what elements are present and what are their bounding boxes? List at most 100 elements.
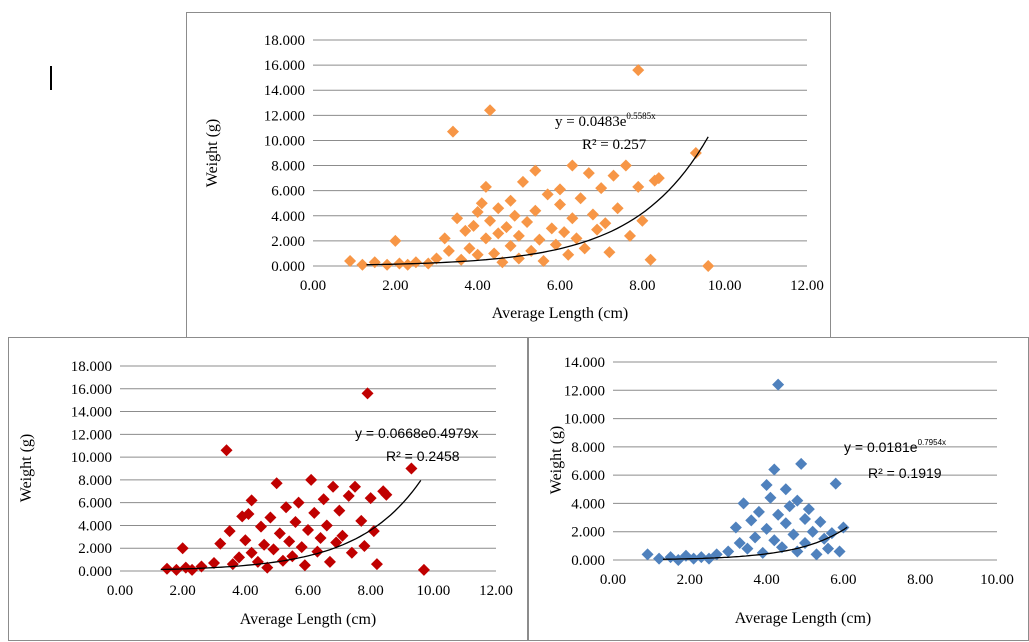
data-point <box>289 516 302 529</box>
data-point <box>653 552 666 565</box>
data-point <box>479 180 492 193</box>
data-point <box>438 232 451 245</box>
data-point <box>611 202 624 215</box>
data-point <box>689 147 702 159</box>
data-point <box>380 488 393 501</box>
trendline <box>160 480 422 571</box>
data-point <box>292 496 305 509</box>
data-point <box>549 238 562 251</box>
data-point <box>475 197 488 210</box>
data-point <box>344 254 357 267</box>
x-tick-label: 12.00 <box>479 583 513 599</box>
data-point <box>484 214 497 227</box>
data-point <box>545 222 558 235</box>
trendline-equation: y = 0.0668e0.4979x <box>355 425 478 441</box>
data-point <box>302 524 314 536</box>
data-point <box>220 444 233 457</box>
data-point <box>644 253 657 266</box>
data-point <box>822 542 835 555</box>
data-point <box>186 563 199 576</box>
data-point <box>733 537 746 550</box>
trendline <box>662 526 848 560</box>
data-point <box>795 457 808 470</box>
data-point <box>623 229 636 242</box>
data-point <box>311 545 324 558</box>
data-point <box>756 546 769 559</box>
x-tick-label: 4.00 <box>232 583 258 599</box>
data-point <box>358 539 371 552</box>
equation-exponent: 0.7954x <box>918 438 946 447</box>
data-point <box>370 558 383 571</box>
data-point <box>367 525 380 538</box>
y-tick-label: 2.000 <box>271 234 305 250</box>
data-point <box>512 229 525 242</box>
y-tick-label: 2.000 <box>78 541 112 557</box>
data-point <box>356 258 369 271</box>
data-point <box>529 164 542 177</box>
data-point <box>496 256 509 269</box>
data-point <box>345 546 358 559</box>
data-point <box>430 252 443 265</box>
data-point <box>737 497 750 510</box>
data-point <box>242 508 255 521</box>
data-point <box>772 508 785 521</box>
data-point <box>525 244 538 257</box>
data-point <box>775 541 788 554</box>
x-tick-label: 8.00 <box>358 583 384 599</box>
data-point <box>283 535 296 548</box>
data-point <box>467 219 480 232</box>
y-tick-label: 0.000 <box>78 564 112 580</box>
x-tick-label: 4.00 <box>753 572 779 588</box>
data-point <box>672 554 685 566</box>
y-tick-label: 2.000 <box>571 525 605 541</box>
data-point <box>323 555 336 568</box>
x-tick-label: 10.00 <box>980 572 1014 588</box>
data-point <box>652 172 665 185</box>
r-squared-label: R² = 0.1919 <box>868 465 942 481</box>
data-point <box>595 182 608 195</box>
y-tick-label: 18.000 <box>264 33 305 49</box>
equation-exponent: 0.5585x <box>626 111 656 121</box>
data-point <box>471 248 484 261</box>
equation-base: y = 0.0483e <box>555 114 627 130</box>
data-point <box>504 239 517 252</box>
data-point <box>479 232 492 245</box>
chart-panel-left: 0.000 2.000 4.000 6.000 8.000 10.000 12.000 14.… <box>8 337 528 641</box>
data-point <box>554 183 566 196</box>
data-point <box>305 473 318 486</box>
y-tick-label: 12.000 <box>564 383 605 399</box>
data-point <box>484 104 497 117</box>
data-point <box>802 503 815 516</box>
data-point <box>607 169 620 182</box>
trendline-equation: y = 0.0181e0.7954x <box>844 438 946 455</box>
data-point <box>320 519 333 532</box>
y-axis-title: Weight (g) <box>204 119 221 187</box>
data-point <box>833 545 846 558</box>
r-squared-label: R² = 0.257 <box>582 137 647 153</box>
data-point <box>273 527 286 540</box>
x-tick-label: 10.00 <box>708 278 742 294</box>
y-tick-label: 0.000 <box>571 553 605 569</box>
data-point <box>504 194 517 207</box>
data-point <box>405 462 418 475</box>
data-point <box>333 504 346 517</box>
data-point <box>314 531 327 544</box>
y-tick-label: 4.000 <box>571 496 605 512</box>
data-point <box>327 480 340 493</box>
y-tick-label: 10.000 <box>564 412 605 428</box>
trendline-equation: y = 0.0483e0.5585x <box>555 111 656 130</box>
x-tick-label: 10.00 <box>416 583 450 599</box>
data-point <box>636 214 649 227</box>
data-point <box>810 548 823 561</box>
y-tick-label: 12.000 <box>71 427 112 443</box>
data-point <box>554 198 566 211</box>
data-point <box>355 514 368 527</box>
y-tick-label: 14.000 <box>564 355 605 371</box>
data-point <box>409 256 422 269</box>
text-cursor <box>50 66 52 90</box>
y-tick-label: 18.000 <box>71 359 112 375</box>
y-tick-label: 6.000 <box>78 496 112 512</box>
data-point <box>752 505 765 518</box>
data-point <box>258 538 271 551</box>
data-point <box>768 534 781 547</box>
